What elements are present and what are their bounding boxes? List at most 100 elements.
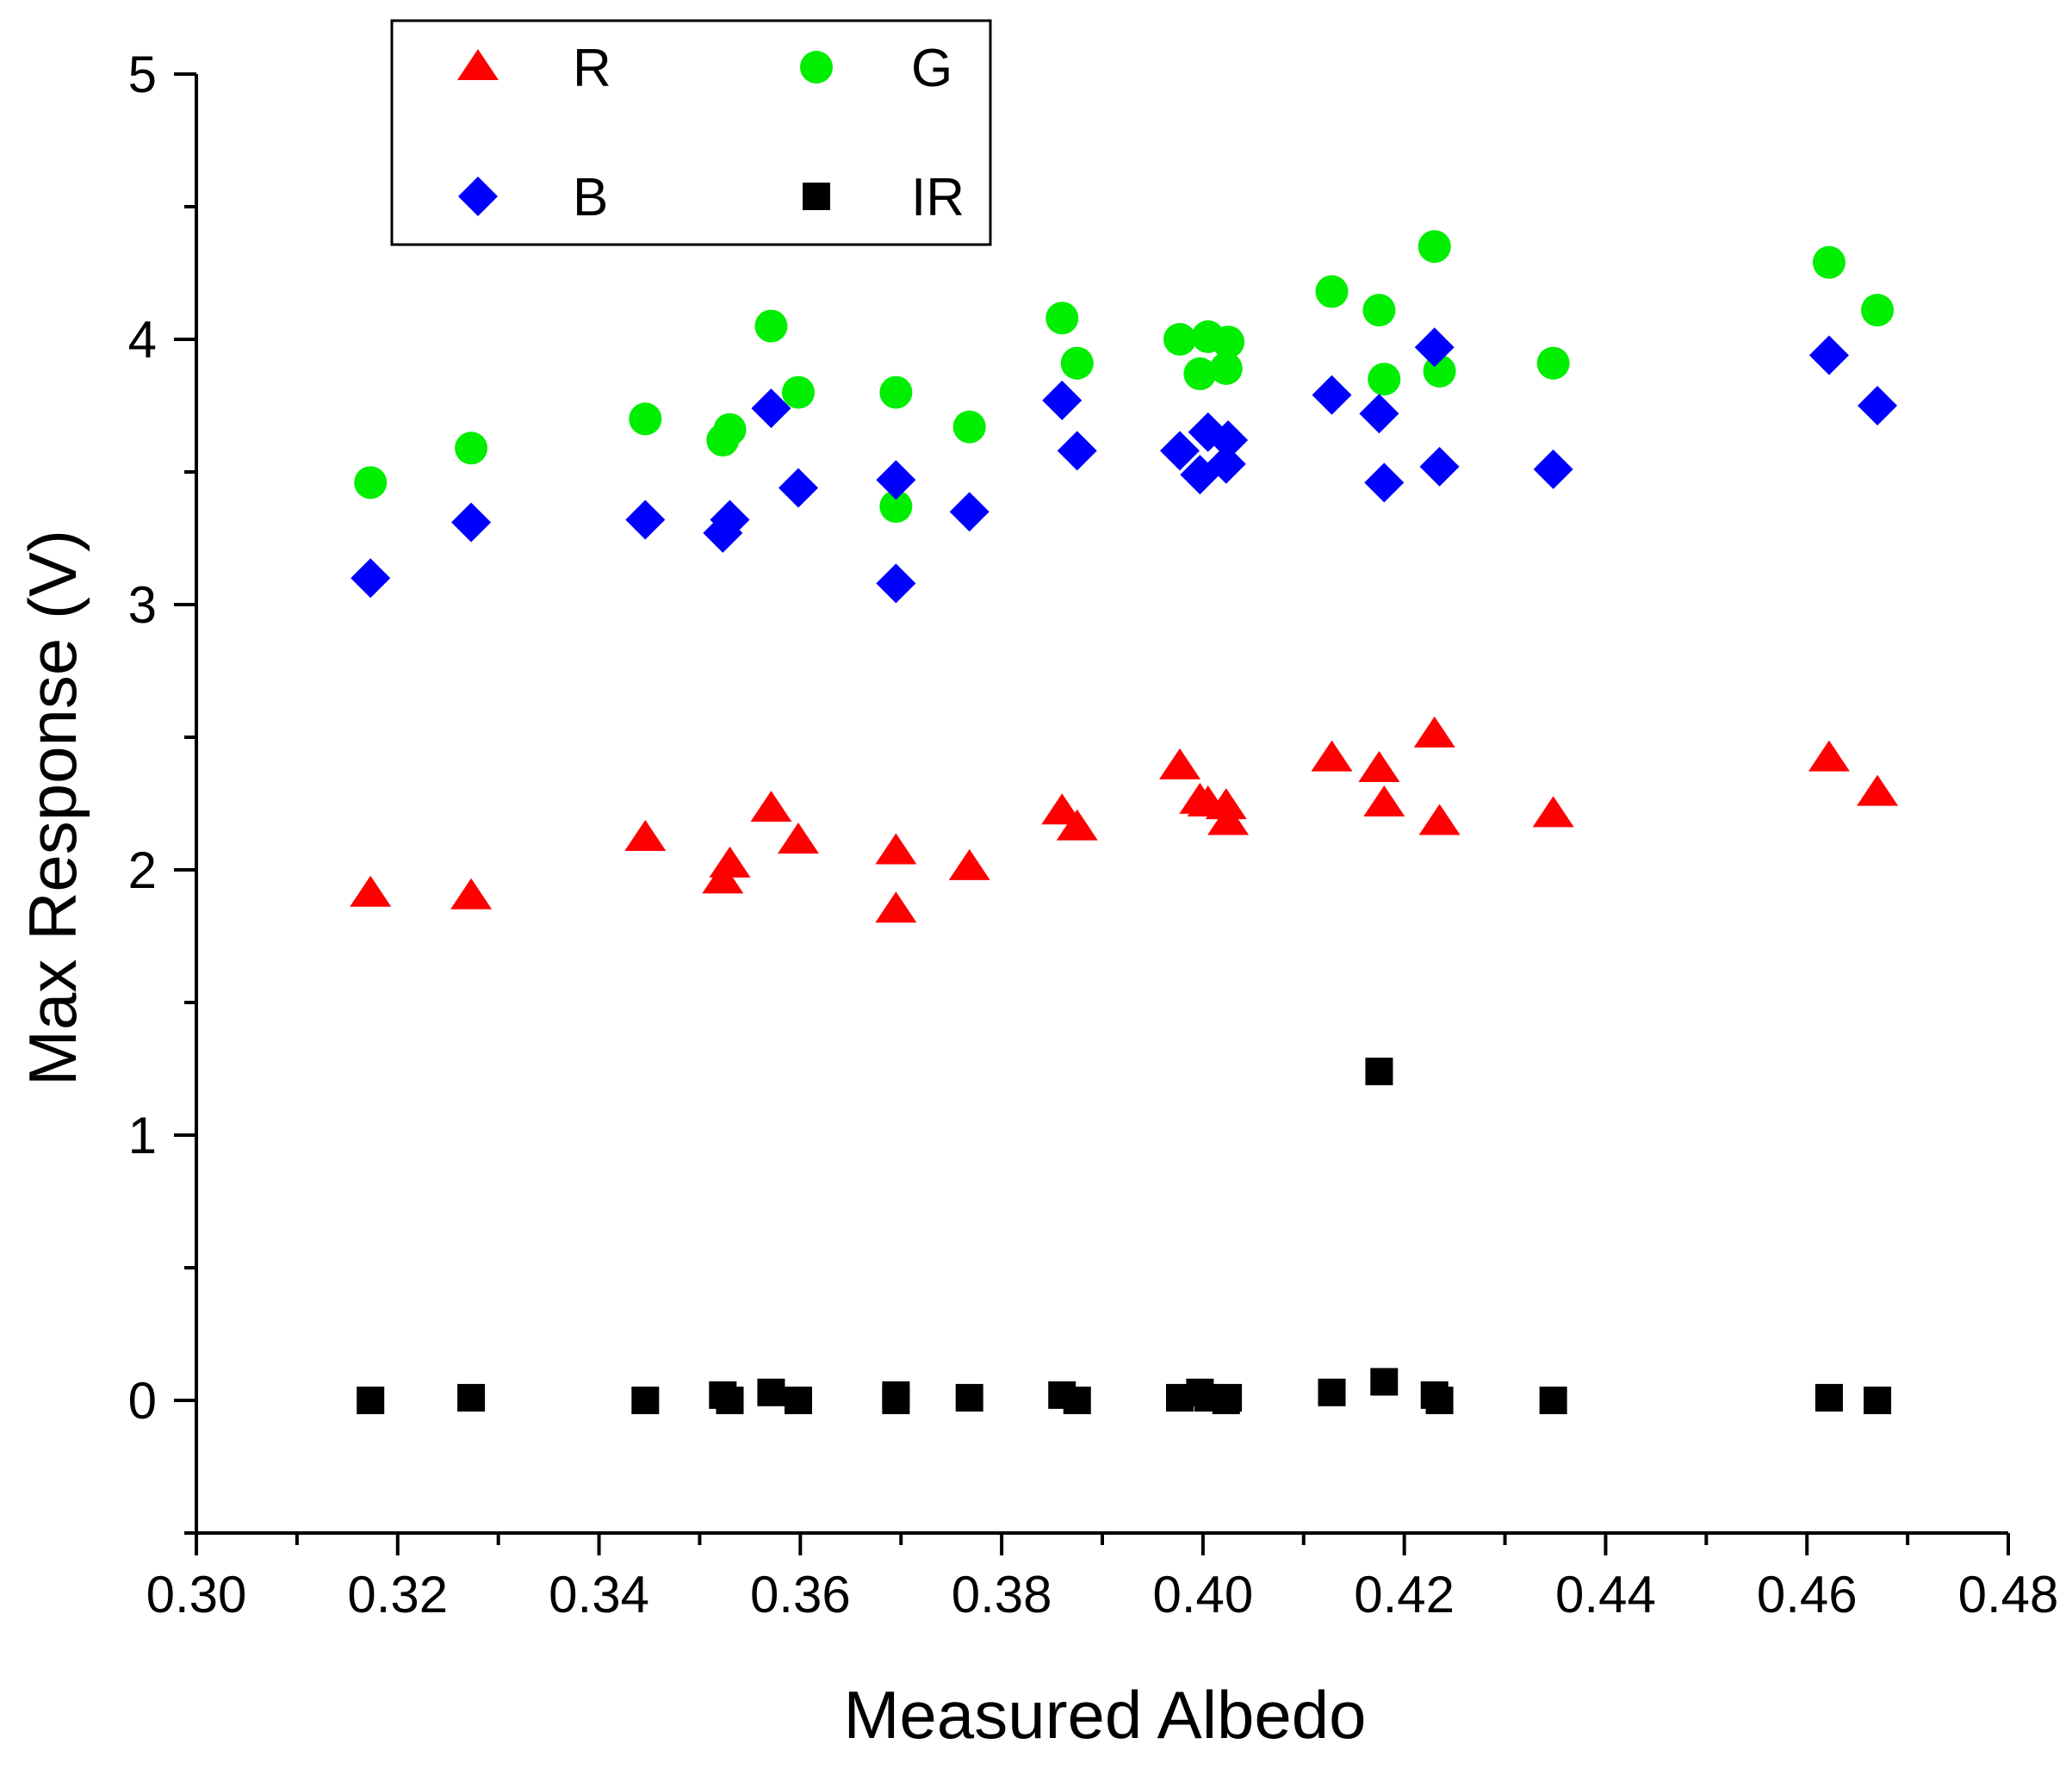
point-ir: [882, 1387, 910, 1414]
point-r: [1311, 740, 1353, 772]
point-r: [875, 833, 917, 865]
point-g: [1812, 245, 1846, 279]
series-g: [354, 230, 1895, 524]
x-tick-label: 0.30: [146, 1566, 247, 1623]
point-g: [1536, 346, 1570, 380]
point-r: [624, 820, 667, 852]
point-g: [1060, 346, 1094, 380]
point-r: [1207, 804, 1250, 835]
point-ir: [1425, 1387, 1454, 1414]
series-b: [351, 327, 1898, 604]
point-r: [1413, 716, 1455, 748]
point-r: [1056, 809, 1098, 841]
point-g: [754, 309, 788, 343]
point-g: [1163, 323, 1197, 356]
point-b: [451, 502, 492, 543]
point-ir: [1370, 1368, 1399, 1396]
point-r: [1418, 804, 1461, 835]
point-r: [1159, 748, 1201, 779]
x-axis-ticks: 0.30 0.32 0.34 0.36 0.38 0.40 0.42 0.44 0.46 0.48: [146, 1533, 2059, 1623]
point-b: [1206, 444, 1246, 484]
point-g: [1212, 326, 1245, 359]
point-r: [1532, 796, 1574, 828]
y-axis-title: Max Response (V): [15, 530, 90, 1086]
data-marks: [350, 230, 1899, 1414]
point-r: [875, 891, 917, 923]
point-g: [455, 431, 488, 465]
legend-marker-b: [458, 177, 498, 216]
point-g: [952, 410, 986, 444]
y-tick-label: 3: [128, 576, 157, 634]
point-ir: [1864, 1387, 1892, 1414]
point-b: [1057, 431, 1097, 471]
legend-marker-g: [800, 51, 833, 84]
point-r: [1808, 740, 1850, 772]
point-ir: [1318, 1378, 1346, 1406]
point-g: [1368, 363, 1401, 396]
legend-marker-r: [457, 49, 499, 80]
point-b: [1359, 394, 1399, 434]
point-g: [1418, 230, 1451, 264]
point-b: [949, 492, 989, 532]
x-tick-label: 0.32: [347, 1566, 448, 1623]
point-ir: [357, 1387, 385, 1414]
point-ir: [1815, 1383, 1843, 1412]
point-r: [777, 822, 819, 854]
point-r: [1205, 788, 1247, 820]
point-ir: [457, 1383, 486, 1412]
point-g: [354, 466, 388, 500]
point-g: [879, 376, 913, 409]
point-b: [1364, 462, 1405, 503]
point-b: [1808, 335, 1849, 376]
point-g: [629, 402, 662, 436]
point-b: [1160, 431, 1200, 471]
point-ir: [1539, 1387, 1567, 1414]
x-tick-label: 0.34: [549, 1566, 649, 1623]
x-tick-label: 0.48: [1958, 1566, 2059, 1623]
point-b: [351, 558, 391, 599]
legend-label-r: R: [573, 39, 611, 98]
point-g: [1045, 301, 1079, 335]
point-g: [1362, 294, 1396, 327]
point-b: [876, 563, 916, 604]
point-b: [1208, 420, 1249, 461]
x-tick-label: 0.46: [1757, 1566, 1858, 1623]
point-r: [1857, 774, 1899, 806]
point-b: [751, 388, 791, 429]
point-b: [1042, 380, 1083, 420]
point-b: [1414, 327, 1455, 368]
point-b: [876, 460, 916, 500]
point-g: [879, 490, 913, 524]
point-b: [1533, 449, 1573, 489]
point-b: [1419, 446, 1460, 487]
x-tick-label: 0.40: [1152, 1566, 1253, 1623]
plot-frame: [195, 74, 2008, 1535]
legend-marker-ir: [803, 183, 830, 210]
point-b: [710, 500, 750, 540]
point-ir: [716, 1387, 744, 1414]
point-ir: [631, 1387, 660, 1414]
point-r: [1358, 750, 1400, 782]
x-tick-label: 0.44: [1555, 1566, 1656, 1623]
point-ir: [784, 1387, 812, 1414]
point-ir: [955, 1383, 983, 1412]
point-ir: [1063, 1387, 1091, 1414]
legend-label-b: B: [573, 168, 608, 227]
x-tick-label: 0.38: [952, 1566, 1052, 1623]
point-g: [781, 376, 815, 409]
point-b: [1312, 375, 1352, 415]
y-tick-label: 2: [128, 841, 157, 899]
point-g: [1861, 294, 1895, 327]
point-ir: [757, 1378, 785, 1406]
y-axis-ticks: 0 1 2 3 4 5: [128, 46, 196, 1535]
point-r: [450, 878, 493, 909]
point-g: [1315, 275, 1349, 308]
series-r: [350, 716, 1899, 923]
point-b: [778, 468, 818, 508]
legend-label-g: G: [911, 39, 952, 98]
point-r: [750, 791, 792, 822]
y-tick-label: 4: [128, 311, 157, 369]
legend-label-ir: IR: [911, 168, 965, 227]
point-b: [1858, 386, 1898, 425]
